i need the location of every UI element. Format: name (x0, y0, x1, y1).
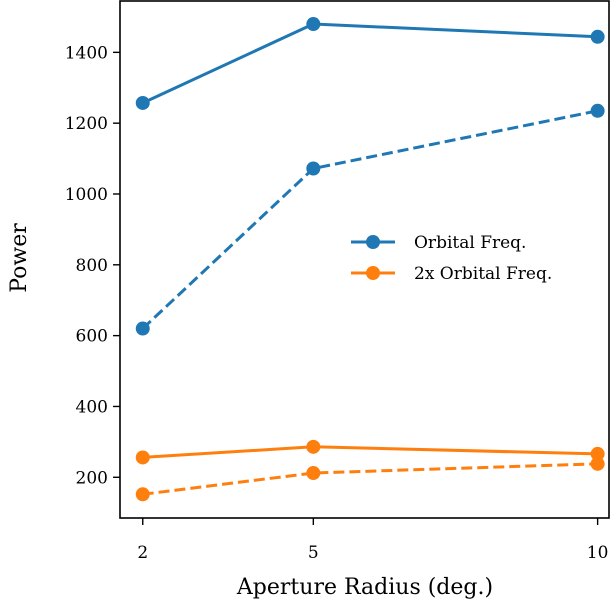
data-point (590, 103, 605, 118)
data-point (590, 446, 605, 461)
series-line (142, 445, 598, 459)
x-tick-label: 5 (308, 543, 319, 563)
legend-marker-2x-orbital (366, 266, 380, 280)
series-line (142, 462, 598, 496)
y-tick-label: 1400 (65, 43, 108, 63)
data-point (135, 450, 150, 465)
plot-frame (119, 0, 610, 519)
series-3 (135, 456, 605, 502)
x-axis-title: Aperture Radius (deg.) (236, 575, 493, 600)
series-layer (135, 17, 605, 502)
y-tick-label: 400 (76, 397, 108, 417)
data-point (590, 456, 605, 471)
y-tick-label: 600 (76, 327, 108, 347)
y-axis-title: Power (7, 223, 32, 293)
legend-label-orbital: Orbital Freq. (414, 233, 526, 253)
series-line (142, 22, 598, 105)
y-tick-label: 800 (76, 256, 108, 276)
series-line (141, 109, 598, 330)
y-tick-label: 200 (76, 468, 108, 488)
data-point (135, 95, 150, 110)
data-point (590, 29, 605, 44)
series-0 (135, 17, 605, 110)
plot-area-border (119, 0, 610, 519)
data-point (135, 321, 150, 336)
y-tick-label: 1200 (65, 114, 108, 134)
series-1 (135, 103, 605, 336)
x-axis: 2 5 10 (137, 518, 608, 563)
data-point (135, 487, 150, 502)
x-tick-label: 10 (587, 543, 609, 563)
y-tick-label: 1000 (65, 185, 108, 205)
data-point (306, 439, 321, 454)
data-point (306, 466, 321, 481)
data-point (306, 161, 321, 176)
legend-marker-orbital (366, 235, 380, 249)
legend: Orbital Freq. 2x Orbital Freq. (351, 233, 552, 284)
data-point (306, 17, 321, 32)
x-tick-label: 2 (137, 543, 148, 563)
y-axis: 200 400 600 800 1000 1200 1400 (65, 43, 120, 488)
series-2 (135, 439, 605, 465)
legend-label-2x-orbital: 2x Orbital Freq. (414, 264, 552, 284)
